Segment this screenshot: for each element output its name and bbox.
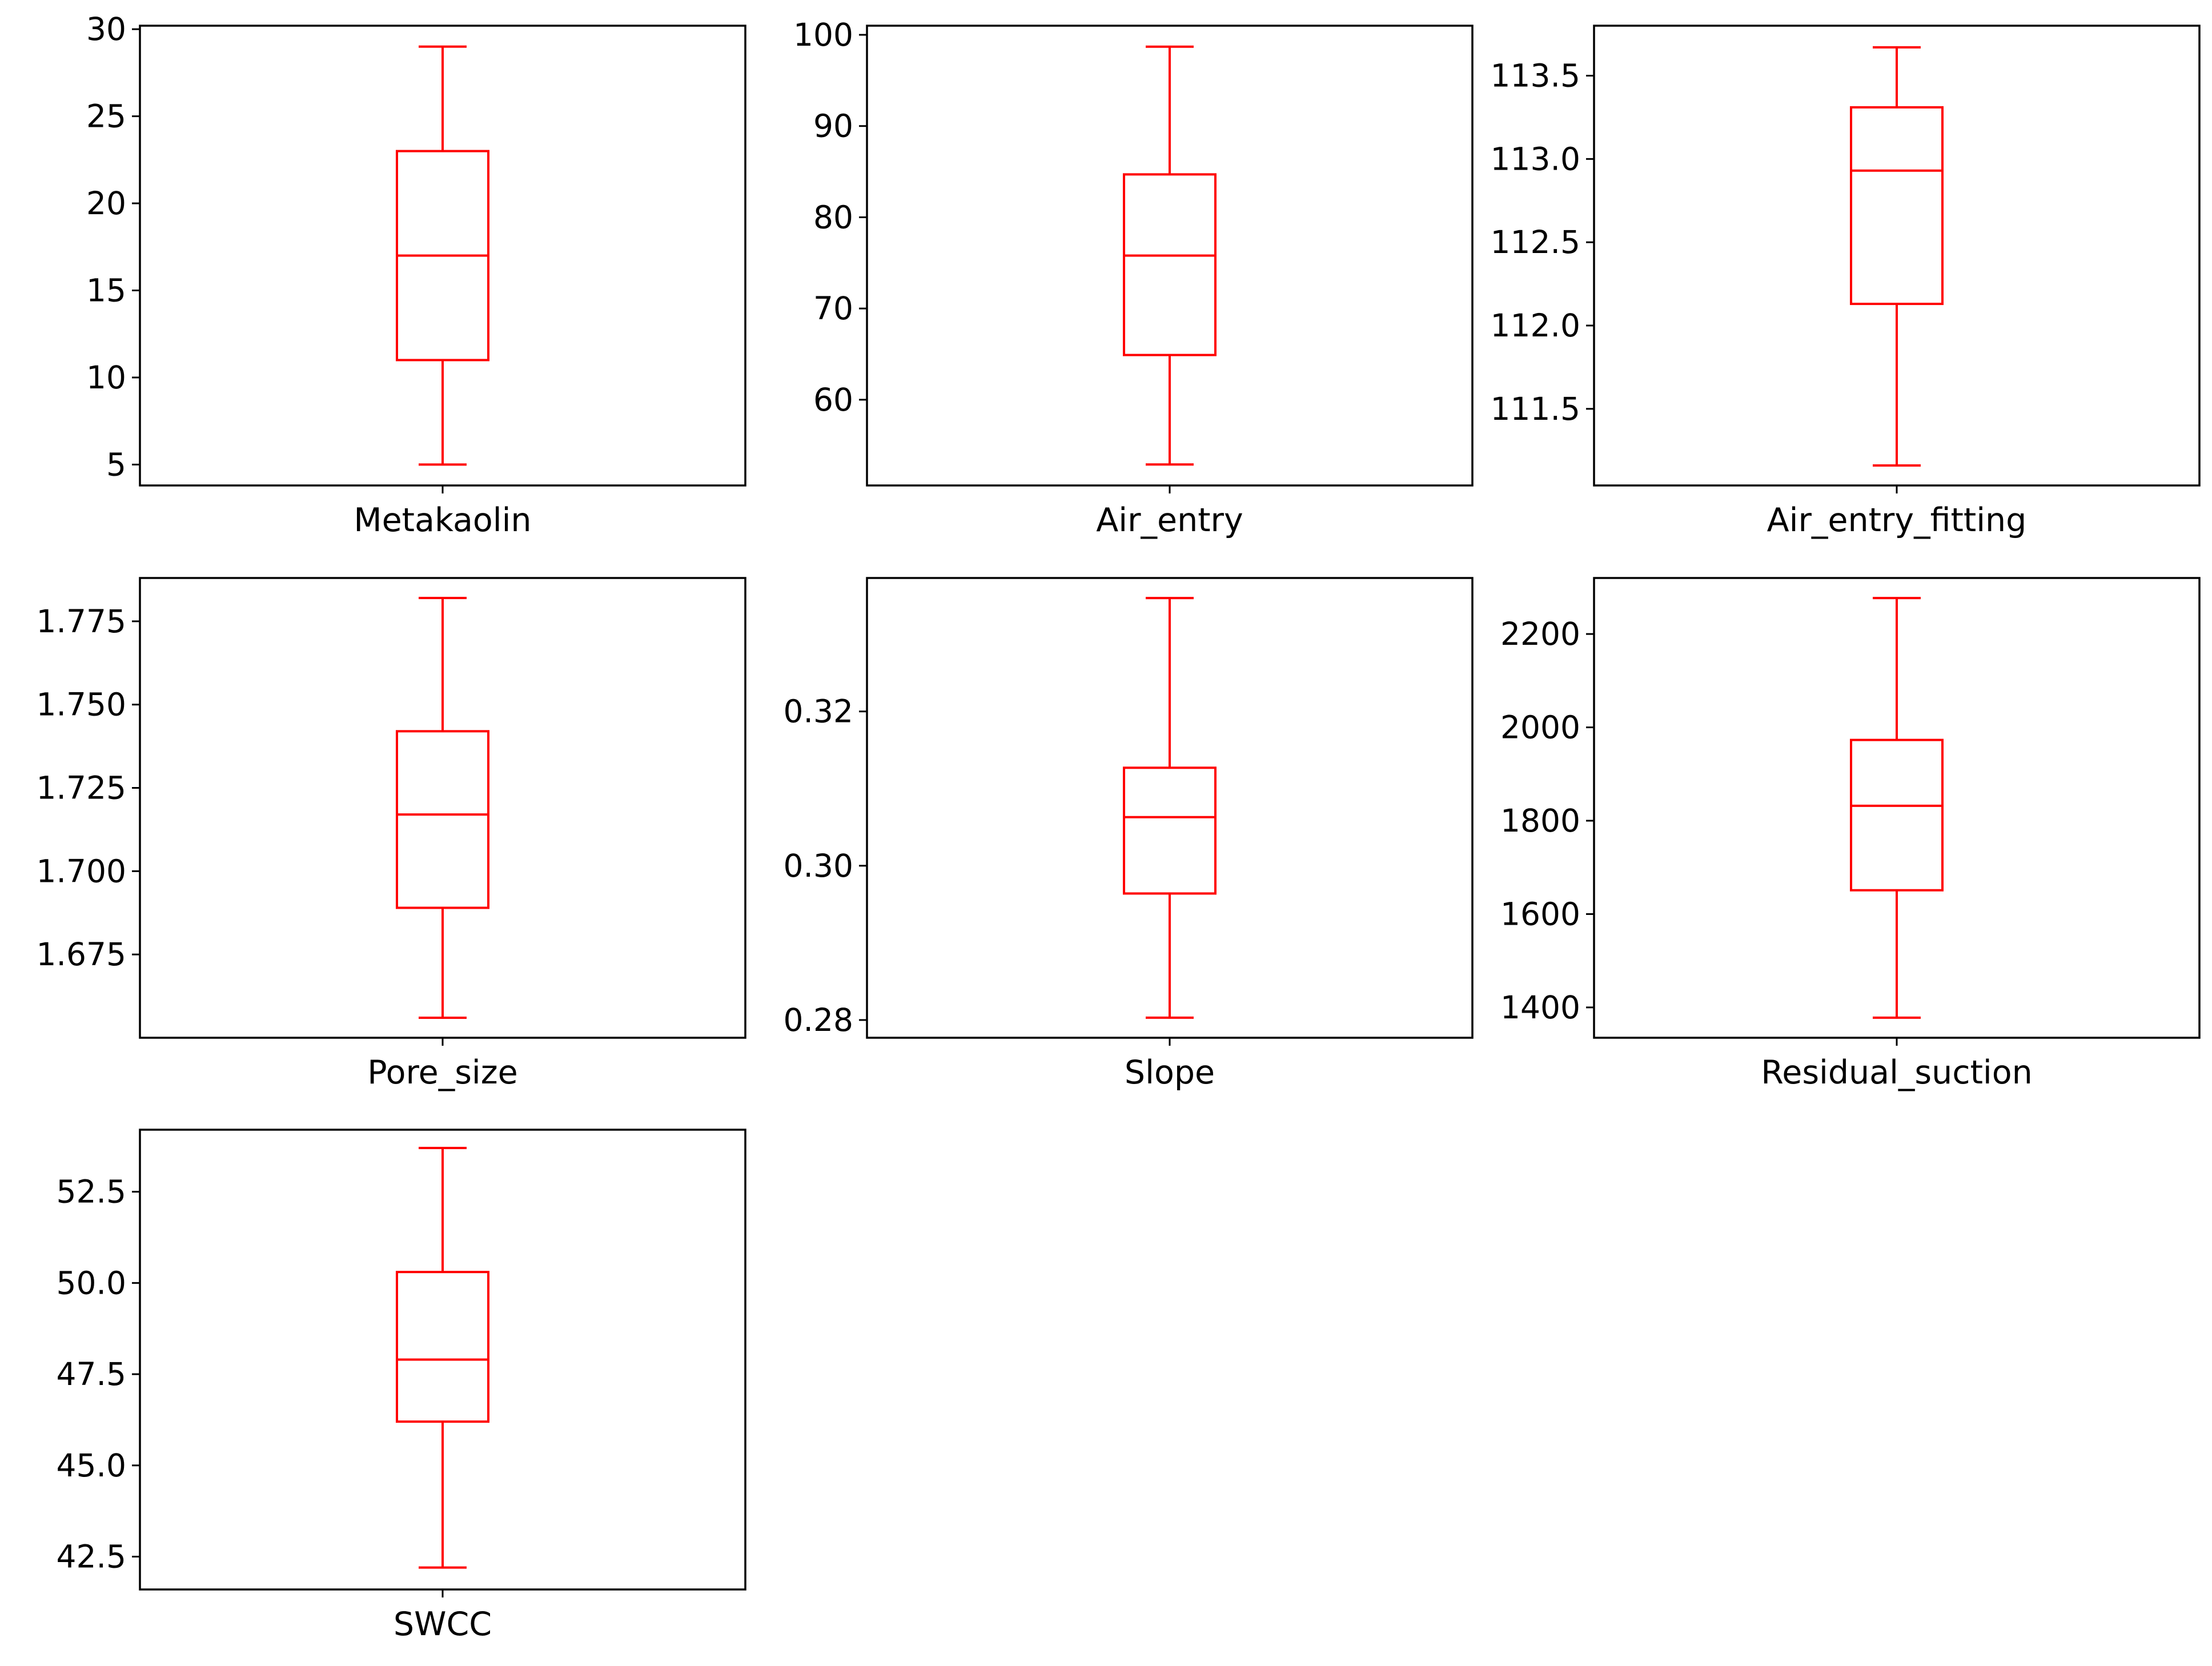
category-label: Air_entry [1096,501,1243,539]
iqr-box [396,730,489,909]
iqr-box [1123,173,1217,356]
panel-air-entry-fitting: 111.5 112.0 112.5 113.0 113.5 Air_entry_fitti… [1491,25,2201,539]
y-tick-label: 0.32 [784,693,853,730]
category-label: Residual_suction [1761,1054,2033,1091]
y-tick-label: 5 [106,446,126,483]
y-tick-label: 20 [86,185,126,222]
y-tick-label: 15 [86,272,126,308]
y-tick-label: 10 [86,359,126,396]
category-label: Metakaolin [354,501,531,539]
y-tick-label: 60 [813,382,853,418]
y-tick-label: 111.5 [1491,391,1580,427]
y-tick-label: 1.725 [37,770,126,806]
y-tick-label: 100 [793,17,853,53]
y-tick-label: 113.0 [1491,140,1580,177]
y-tick-label: 25 [86,98,126,135]
y-tick-label: 42.5 [57,1539,126,1575]
y-tick-label: 70 [813,290,853,327]
y-tick-label: 90 [813,108,853,144]
iqr-box [1850,738,1944,892]
iqr-box [396,1271,489,1423]
category-label: Slope [1125,1054,1215,1091]
y-tick-label: 52.5 [57,1174,126,1210]
y-tick-label: 30 [86,11,126,47]
y-tick-label: 2200 [1500,616,1580,652]
y-tick-label: 50.0 [57,1264,126,1301]
iqr-box [1123,766,1217,895]
iqr-box [1850,106,1944,306]
y-tick-label: 1800 [1500,802,1580,839]
category-label: Pore_size [367,1054,518,1091]
panel-pore-size: 1.675 1.700 1.725 1.750 1.775 Pore_size [37,577,746,1091]
y-tick-label: 113.5 [1491,58,1580,94]
y-tick-label: 1.750 [37,687,126,723]
y-tick-label: 2000 [1500,709,1580,746]
y-tick-label: 45.0 [57,1447,126,1484]
y-tick-label: 1.775 [37,603,126,640]
y-tick-label: 1600 [1500,896,1580,932]
panel-swcc: 42.5 45.0 47.5 50.0 52.5 SWCC [57,1129,746,1643]
panel-metakaolin: 5 10 15 20 25 30 Metakaolin [86,11,746,539]
y-tick-label: 112.5 [1491,224,1580,260]
panel-slope: 0.28 0.30 0.32 Slope [784,577,1474,1091]
y-tick-label: 47.5 [57,1356,126,1392]
y-tick-label: 0.30 [784,848,853,884]
y-tick-label: 1.675 [37,936,126,973]
y-tick-label: 1.700 [37,853,126,889]
panel-air-entry: 60 70 80 90 100 Air_entry [793,17,1474,539]
y-tick-label: 80 [813,199,853,235]
y-tick-label: 0.28 [784,1002,853,1038]
category-label: Air_entry_fitting [1767,501,2027,539]
y-tick-label: 1400 [1500,989,1580,1026]
category-label: SWCC [394,1605,492,1643]
panel-residual-suction: 1400 1600 1800 2000 2200 Residual_suction [1500,577,2201,1091]
y-tick-label: 112.0 [1491,307,1580,344]
